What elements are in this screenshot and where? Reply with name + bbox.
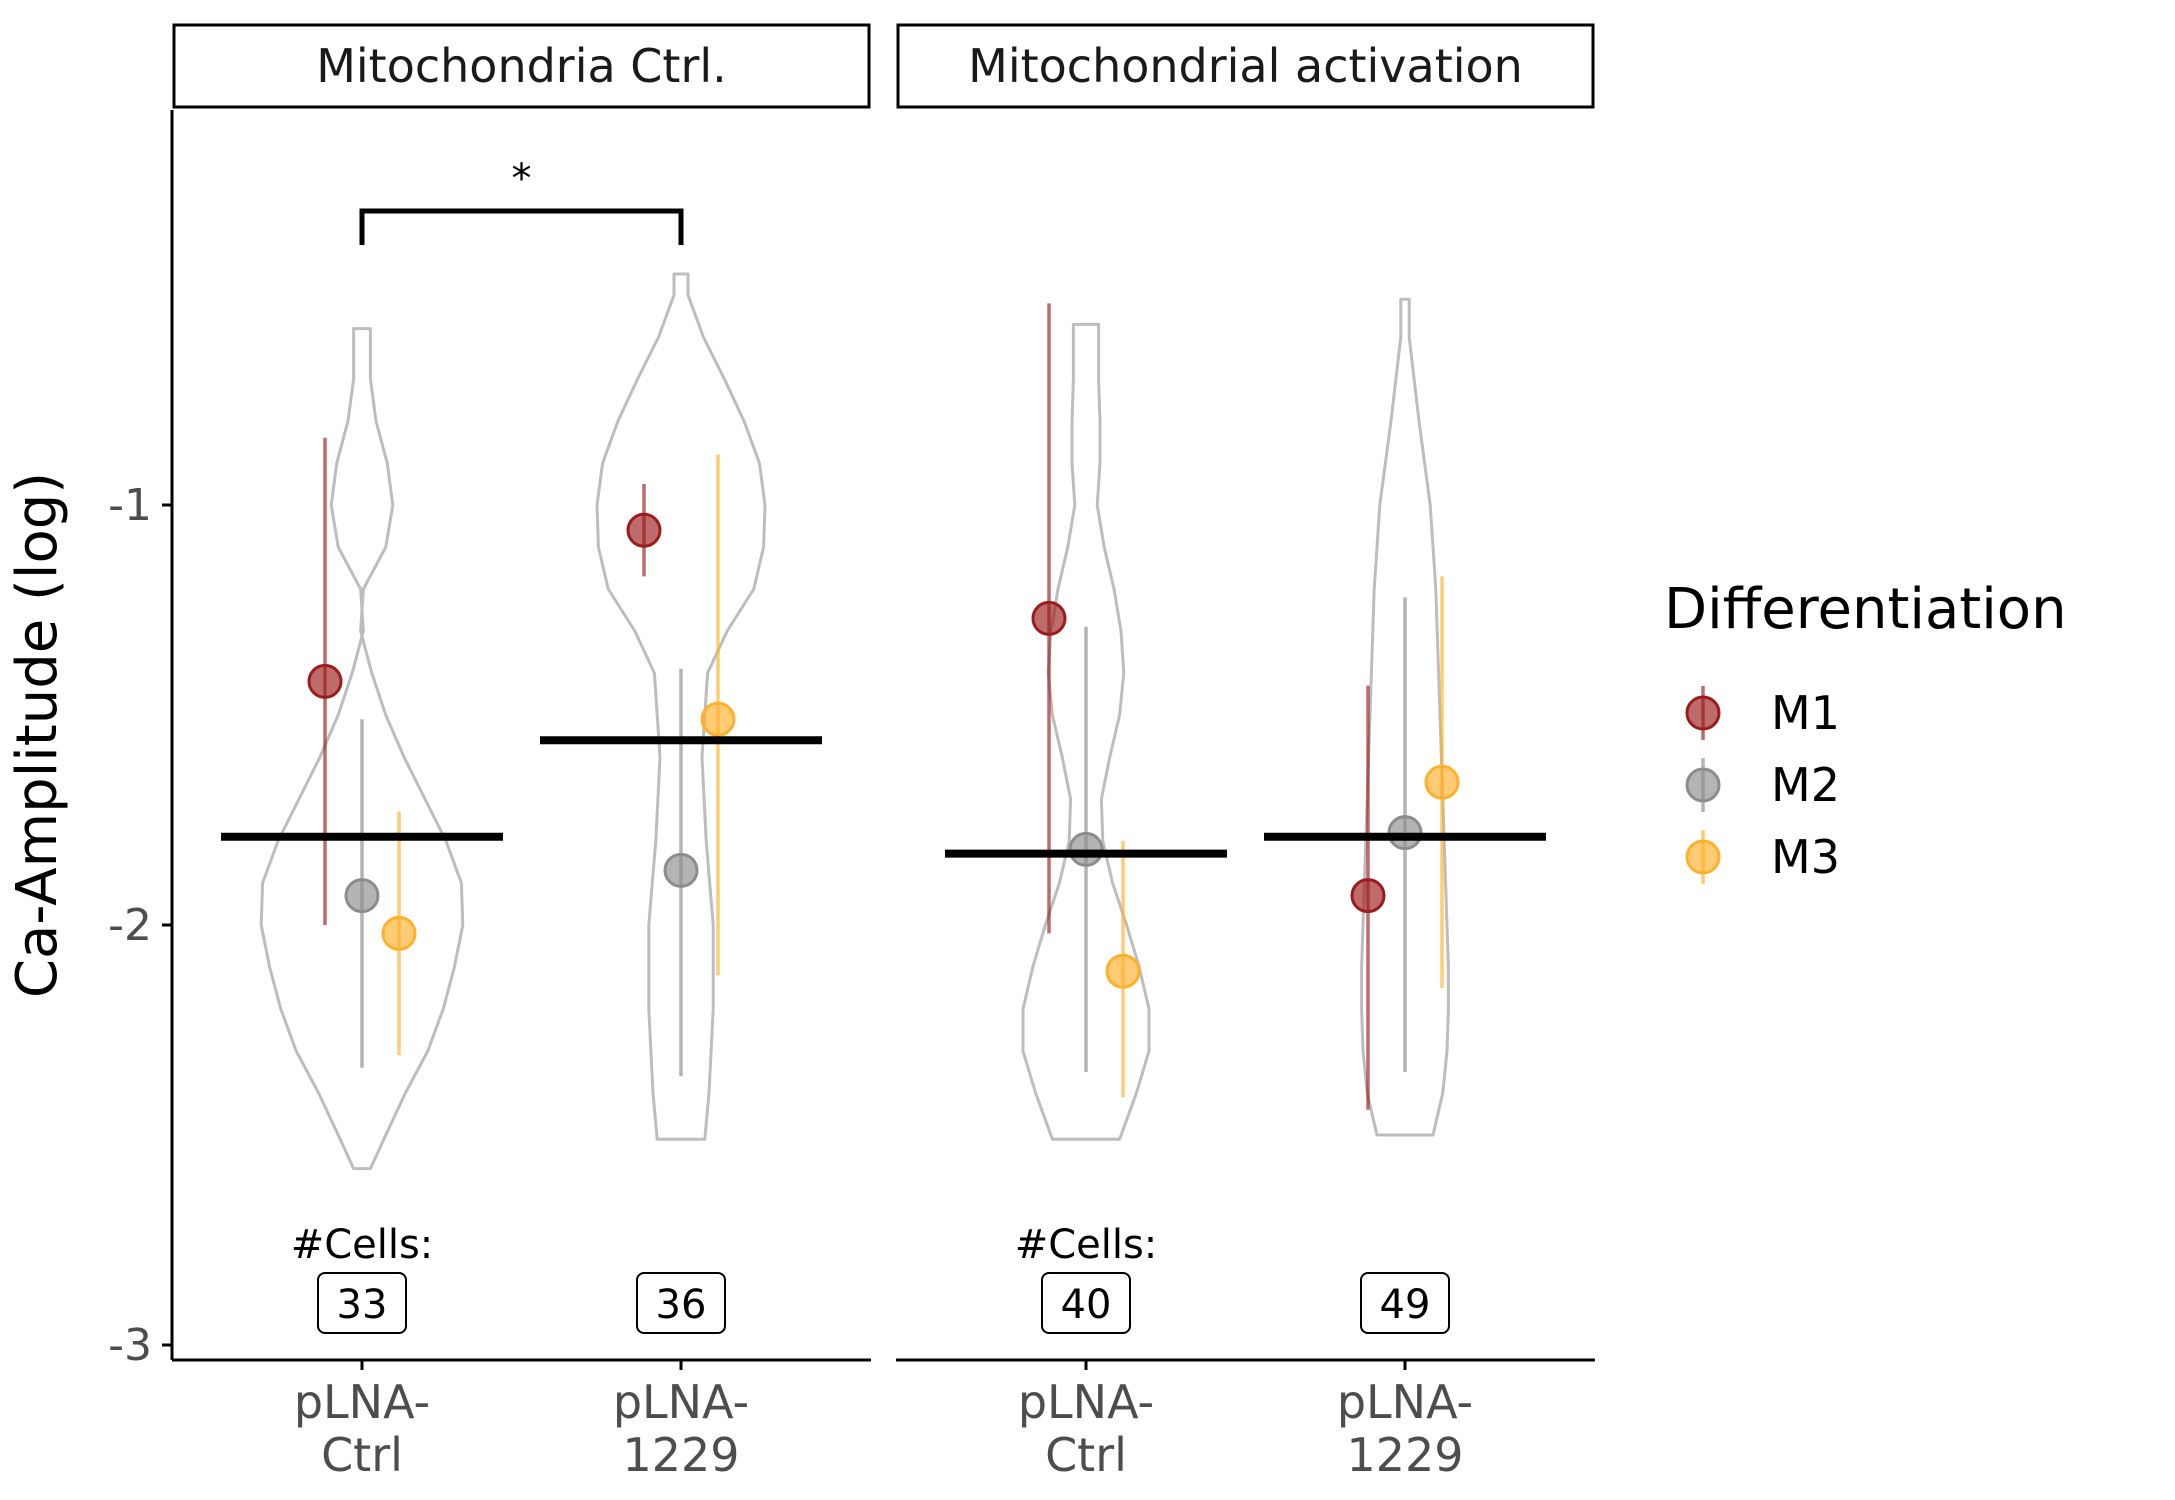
legend-entry: M1 xyxy=(1685,686,1840,740)
count-box xyxy=(636,1272,726,1334)
data-point xyxy=(1105,953,1141,989)
data-point xyxy=(1350,878,1386,914)
x-tick-label: Ctrl xyxy=(321,1428,403,1482)
count-label: 40 xyxy=(1061,1282,1112,1328)
x-tick-label: pLNA- xyxy=(613,1375,749,1429)
count-label: 33 xyxy=(337,1282,388,1328)
panel: Mitochondrial activation#Cells:40pLNA-Ct… xyxy=(896,23,1595,1482)
data-point xyxy=(1068,831,1104,867)
x-tick-label: 1229 xyxy=(622,1428,739,1482)
violin xyxy=(595,272,767,1141)
data-point xyxy=(381,915,417,951)
legend-entry: M2 xyxy=(1685,758,1840,812)
y-tick-label: -1 xyxy=(108,480,152,531)
panel-title: Mitochondria Ctrl. xyxy=(316,39,727,93)
legend-key-point xyxy=(1685,695,1721,731)
legend-label: M3 xyxy=(1771,830,1840,884)
count-label: 49 xyxy=(1380,1282,1431,1328)
legend: Differentiation M1 M2 M3 xyxy=(1664,577,2067,884)
data-point xyxy=(700,701,736,737)
x-tick-label: pLNA- xyxy=(1018,1375,1154,1429)
significance-bracket xyxy=(359,208,684,245)
data-point xyxy=(1387,815,1423,851)
x-tick-label: 1229 xyxy=(1346,1428,1463,1482)
count-label: 36 xyxy=(656,1282,707,1328)
count-box xyxy=(317,1272,407,1334)
legend-key-point xyxy=(1685,767,1721,803)
data-point xyxy=(663,852,699,888)
data-point xyxy=(1424,764,1460,800)
panel-strip xyxy=(896,23,1595,109)
legend-key-point xyxy=(1685,839,1721,875)
x-tick-label: Ctrl xyxy=(1045,1428,1127,1482)
data-point xyxy=(626,512,662,548)
violin xyxy=(1360,297,1450,1137)
y-tick-label: -3 xyxy=(108,1320,152,1371)
y-tick-label: -2 xyxy=(108,900,152,951)
data-point xyxy=(1031,600,1067,636)
legend-label: M1 xyxy=(1771,686,1840,740)
count-box xyxy=(1041,1272,1131,1334)
significance-label: * xyxy=(512,156,532,202)
legend-title: Differentiation xyxy=(1664,577,2067,642)
legend-label: M2 xyxy=(1771,758,1840,812)
panel-strip xyxy=(172,23,871,109)
panel-title: Mitochondrial activation xyxy=(968,39,1523,93)
legend-entry: M3 xyxy=(1685,830,1840,884)
y-axis: -1 -2 -3 xyxy=(108,110,174,1371)
cells-label: #Cells: xyxy=(1015,1222,1158,1268)
count-box xyxy=(1360,1272,1450,1334)
cells-label: #Cells: xyxy=(291,1222,434,1268)
data-point xyxy=(307,663,343,699)
y-axis-label: Ca-Amplitude (log) xyxy=(5,472,70,998)
x-tick-label: pLNA- xyxy=(294,1375,430,1429)
violin xyxy=(259,327,465,1171)
x-tick-label: pLNA- xyxy=(1337,1375,1473,1429)
data-point xyxy=(344,878,380,914)
panel: Mitochondria Ctrl.#Cells:33pLNA-Ctrl36pL… xyxy=(172,23,871,1482)
panels-layer: Mitochondria Ctrl.#Cells:33pLNA-Ctrl36pL… xyxy=(172,23,1595,1482)
